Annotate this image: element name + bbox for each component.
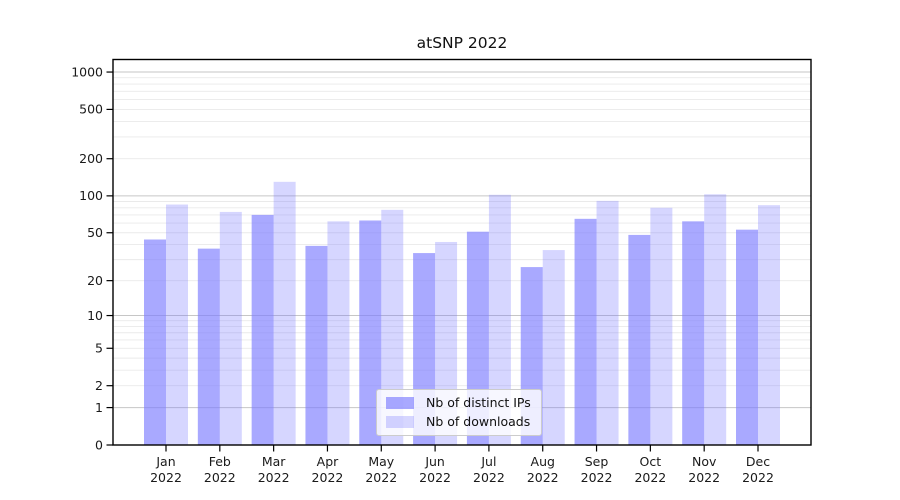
x-tick-label-year: 2022 (365, 470, 397, 485)
y-tick-label: 1 (95, 400, 103, 415)
bar-nov-downloads (704, 194, 727, 445)
bar-may-distinct-ips (359, 220, 382, 445)
legend-label-distinct-ips: Nb of distinct IPs (426, 395, 531, 410)
bar-mar-distinct-ips (251, 214, 274, 445)
bar-oct-distinct-ips (628, 234, 651, 445)
bar-mar-downloads (273, 181, 296, 445)
bar-sep-distinct-ips (574, 218, 597, 445)
x-tick-label-year: 2022 (473, 470, 505, 485)
legend-swatch-downloads (386, 415, 414, 428)
bar-jan-distinct-ips (144, 239, 166, 445)
x-tick-label-month: Jul (480, 454, 496, 469)
y-tick-label: 0 (95, 437, 103, 452)
y-tick-label: 50 (87, 225, 103, 240)
x-tick-label-month: Sep (585, 454, 609, 469)
x-tick-label-year: 2022 (527, 470, 559, 485)
y-tick-label: 10 (87, 308, 103, 323)
x-tick-label-month: Feb (209, 454, 231, 469)
legend-swatch-distinct-ips (386, 396, 414, 409)
legend-label-downloads: Nb of downloads (426, 414, 531, 429)
y-tick-label: 5 (95, 341, 103, 356)
x-tick-label-year: 2022 (312, 470, 344, 485)
x-tick-label-month: Nov (692, 454, 717, 469)
x-tick-label-month: Aug (531, 454, 555, 469)
x-tick-label-month: Jun (424, 454, 445, 469)
y-tick-label: 100 (79, 188, 103, 203)
bar-feb-distinct-ips (197, 248, 220, 445)
y-tick-label: 2 (95, 378, 103, 393)
chart-title: atSNP 2022 (416, 34, 508, 52)
x-tick-label-month: Jan (155, 454, 175, 469)
x-tick-label-year: 2022 (688, 470, 720, 485)
bar-sep-downloads (596, 200, 619, 445)
y-tick-label: 1000 (71, 64, 103, 79)
bar-oct-downloads (650, 207, 673, 445)
x-tick-label-year: 2022 (419, 470, 451, 485)
bar-feb-downloads (219, 211, 242, 445)
x-tick-label-month: May (368, 454, 394, 469)
x-tick-label-month: Apr (317, 454, 339, 469)
y-tick-label: 20 (87, 273, 103, 288)
x-tick-label-month: Oct (640, 454, 662, 469)
y-tick-label: 200 (79, 151, 103, 166)
legend: Nb of distinct IPs Nb of downloads (376, 389, 542, 436)
bar-jan-downloads (166, 204, 188, 445)
legend-item-distinct-ips: Nb of distinct IPs (386, 395, 531, 410)
x-tick-label-year: 2022 (150, 470, 182, 485)
x-tick-label-year: 2022 (204, 470, 236, 485)
bar-jul-downloads (488, 194, 511, 445)
bar-nov-distinct-ips (682, 221, 705, 445)
bar-aug-downloads (542, 250, 565, 445)
y-tick-label: 500 (79, 102, 103, 117)
plot-border (112, 58, 812, 446)
x-tick-label-month: Dec (746, 454, 770, 469)
x-tick-label-year: 2022 (581, 470, 613, 485)
bar-apr-downloads (327, 221, 350, 445)
bar-dec-downloads (758, 205, 780, 445)
x-tick-label-year: 2022 (258, 470, 290, 485)
x-tick-label-month: Mar (262, 454, 286, 469)
bar-dec-distinct-ips (736, 229, 758, 445)
x-tick-label-year: 2022 (742, 470, 774, 485)
legend-item-downloads: Nb of downloads (386, 414, 531, 429)
bar-may-downloads (381, 209, 404, 445)
x-tick-label-year: 2022 (634, 470, 666, 485)
bar-apr-distinct-ips (305, 245, 328, 445)
